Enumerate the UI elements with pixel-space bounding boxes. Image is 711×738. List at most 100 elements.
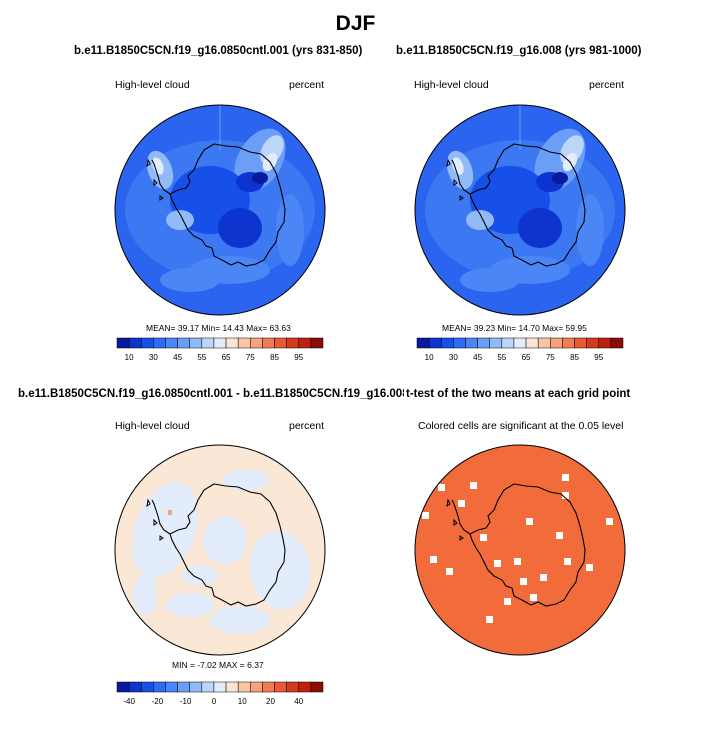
coastline [159, 535, 164, 541]
colorbar-tick-label: 40 [294, 697, 303, 706]
colorbar-cell [416, 337, 430, 349]
coastline [469, 143, 586, 267]
colorbar-cell [153, 337, 166, 349]
contour-region [133, 575, 157, 615]
contour-region [166, 210, 194, 230]
colorbar-cell [598, 337, 612, 349]
colorbar-tick-label: 10 [425, 353, 434, 362]
panel-1-title: b.e11.B1850C5CN.f19_g16.0850cntl.001 (yr… [74, 45, 363, 57]
panel-4-title: t-test of the two means at each grid poi… [404, 388, 631, 400]
colorbar-cell [237, 681, 251, 693]
colorbar-tick-label: -20 [152, 697, 164, 706]
insignificant-cell [438, 484, 445, 491]
contour-region [576, 194, 604, 266]
colorbar-cell [213, 681, 227, 693]
coastline [153, 518, 158, 526]
colorbar-cell [225, 337, 239, 349]
insignificant-cell [458, 500, 465, 507]
coastline [453, 178, 458, 186]
panel-1-right-label: percent [289, 79, 325, 91]
colorbar-cell [586, 337, 600, 349]
colorbar-tick-label: 65 [522, 353, 531, 362]
panel-1-colorbar: 10 30 45 55 65 75 85 95 [116, 337, 324, 362]
map-border [114, 444, 326, 656]
colorbar-cell [550, 337, 563, 349]
panel-3-stats: MIN = -7.02 MAX = 6.37 [172, 660, 264, 670]
coastline [459, 195, 464, 201]
colorbar-cell [440, 337, 454, 349]
colorbar-cell [298, 337, 312, 349]
coastline [451, 499, 471, 535]
contour-region [166, 593, 214, 617]
panel-3-right-label: percent [289, 420, 325, 432]
contour-region [249, 530, 311, 610]
insignificant-cell [430, 556, 437, 563]
colorbar-tick-label: 95 [594, 353, 603, 362]
insignificant-cell [494, 560, 501, 567]
insignificant-cell [562, 474, 569, 481]
contour-region [132, 481, 198, 579]
coastline [446, 498, 451, 508]
colorbar-cell [165, 337, 178, 349]
colorbar-cell [250, 337, 263, 349]
map-border [414, 444, 626, 656]
colorbar-tick-label: 55 [197, 353, 206, 362]
colorbar-cell [298, 681, 312, 693]
contour-region [221, 470, 269, 490]
panel-4-left-label: Colored cells are significant at the 0.0… [418, 420, 624, 432]
insignificant-cell [556, 532, 563, 539]
contour-region [210, 606, 270, 634]
colorbar-tick-label: -10 [180, 697, 192, 706]
coastline [446, 158, 451, 168]
colorbar-cell [501, 337, 515, 349]
coastline [169, 483, 286, 607]
coastline [151, 499, 171, 535]
panel-3-left-label: High-level cloud [115, 420, 190, 432]
insignificant-cell [606, 484, 613, 491]
colorbar-cell [489, 337, 503, 349]
main-title: DJF [335, 12, 376, 35]
contour-region [518, 208, 562, 248]
colorbar-tick-label: 20 [266, 697, 275, 706]
colorbar-tick-label: 65 [222, 353, 231, 362]
colorbar-cell [562, 337, 575, 349]
colorbar-tick-label: 10 [125, 353, 134, 362]
insignificant-cell [486, 616, 493, 623]
colorbar-tick-label: 45 [473, 353, 482, 362]
colorbar-cell [310, 681, 324, 693]
colorbar-cell [140, 337, 154, 349]
panel-2-left-label: High-level cloud [414, 79, 489, 91]
contour-region [160, 268, 220, 292]
contour-region [182, 565, 218, 585]
colorbar-cell [274, 681, 287, 693]
coastline [451, 159, 471, 195]
colorbar-cell [274, 337, 287, 349]
colorbar-cell [128, 681, 142, 693]
colorbar-tick-label: 45 [173, 353, 182, 362]
colorbar-cell [465, 337, 478, 349]
colorbar-cell [477, 337, 490, 349]
insignificant-cell [586, 564, 593, 571]
contour-region [466, 210, 494, 230]
panel-1-map [114, 104, 326, 316]
colorbar-cell [428, 337, 442, 349]
panel-2-stats: MEAN= 39.23 Min= 14.70 Max= 59.95 [442, 323, 587, 333]
colorbar-tick-label: 95 [294, 353, 303, 362]
contour-region [276, 194, 304, 266]
insignificant-cell [564, 558, 571, 565]
panel-3-colorbar: -40 -20 -10 0 10 20 40 [116, 681, 324, 706]
colorbar-cell [116, 681, 130, 693]
panel-2-colorbar: 10 30 45 55 65 75 85 95 [416, 337, 624, 362]
colorbar-tick-label: 0 [212, 697, 217, 706]
panel-2-right-label: percent [589, 79, 625, 91]
colorbar-tick-label: 85 [270, 353, 279, 362]
colorbar-tick-label: 75 [246, 353, 255, 362]
colorbar-cell [177, 337, 190, 349]
colorbar-tick-label: 30 [149, 353, 158, 362]
colorbar-cell [250, 681, 263, 693]
colorbar-cell [525, 337, 539, 349]
coastline [146, 498, 151, 508]
colorbar-cell [262, 681, 275, 693]
colorbar-cell [537, 337, 551, 349]
colorbar-cell [513, 337, 527, 349]
